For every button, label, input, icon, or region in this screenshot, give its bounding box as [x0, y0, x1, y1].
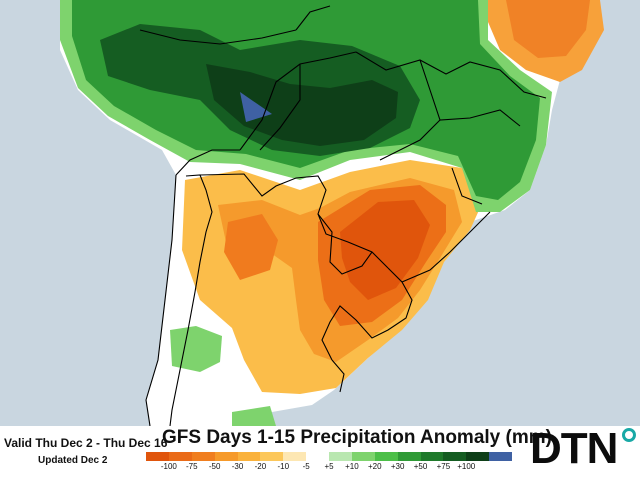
border-line	[259, 64, 301, 151]
legend-label: -10	[277, 462, 290, 471]
legend-label: +5	[324, 462, 334, 471]
legend-label: +20	[367, 462, 382, 471]
legend-swatch	[466, 452, 490, 461]
border-line	[321, 267, 413, 361]
legend-label: +75	[436, 462, 451, 471]
dtn-logo-ring-icon	[622, 428, 636, 442]
legend-swatch	[489, 452, 512, 461]
border-line	[401, 211, 491, 283]
dry-anomaly-extreme	[340, 200, 430, 300]
legend-label: +100	[457, 462, 476, 471]
legend-label: -5	[302, 462, 310, 471]
legend-swatch	[260, 452, 284, 461]
legend-label: -30	[231, 462, 244, 471]
legend-label: -50	[208, 462, 221, 471]
legend-swatch	[397, 452, 421, 461]
dtn-logo: DTN	[530, 424, 618, 473]
legend-label: -75	[185, 462, 198, 471]
country-borders	[139, 5, 547, 427]
legend-swatch	[374, 452, 398, 461]
legend-swatch	[329, 452, 352, 461]
legend-label: +50	[413, 462, 428, 471]
border-line	[145, 174, 177, 427]
border-line	[239, 51, 357, 151]
border-line	[331, 359, 345, 393]
legend-label: -100	[160, 462, 177, 471]
border-line	[295, 5, 331, 31]
legend-swatch	[237, 452, 261, 461]
color-legend	[146, 452, 512, 461]
map-title: GFS Days 1-15 Precipitation Anomaly (mm)	[162, 427, 552, 448]
legend-swatch	[168, 452, 192, 461]
border-line	[419, 59, 521, 127]
border-line	[379, 119, 441, 161]
legend-label: +30	[390, 462, 405, 471]
validity-period: Valid Thu Dec 2 - Thu Dec 16	[4, 436, 168, 450]
legend-swatch	[351, 452, 375, 461]
dry-anomaly-northeast-strong	[506, 0, 590, 58]
dry-anomaly-strong	[224, 214, 278, 280]
legend-swatch	[443, 452, 467, 461]
border-line	[175, 149, 240, 176]
border-line	[355, 51, 547, 99]
legend-swatch	[214, 452, 238, 461]
border-line	[199, 173, 389, 269]
border-line	[169, 174, 213, 427]
wet-anomaly-very-strong	[206, 64, 398, 146]
border-line	[451, 167, 483, 205]
wet-anomaly-south-patch	[232, 406, 276, 426]
legend-swatch	[146, 452, 169, 461]
legend-label: -20	[254, 462, 267, 471]
border-line	[139, 29, 297, 45]
legend-swatch	[420, 452, 444, 461]
wet-anomaly-west-patch	[170, 326, 222, 372]
border-line	[317, 213, 373, 275]
updated-date: Updated Dec 2	[38, 455, 108, 466]
legend-swatch	[191, 452, 215, 461]
legend-label: +10	[345, 462, 359, 471]
legend-labels: -100 -75 -50 -30 -20 -10 -5 +5 +10 +20 +30 +50 +75 +1…	[146, 462, 536, 474]
legend-swatch	[283, 452, 307, 461]
legend-swatch	[306, 452, 329, 461]
